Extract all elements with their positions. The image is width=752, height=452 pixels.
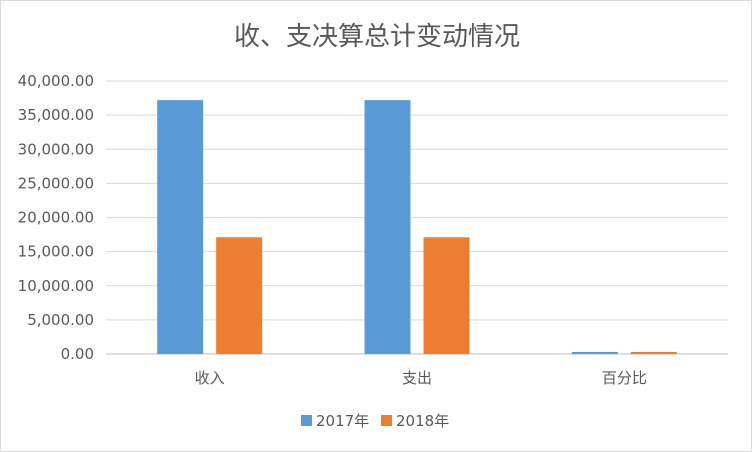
bar [157, 100, 204, 354]
bars [157, 100, 677, 354]
y-tick-label: 0.00 [61, 345, 94, 363]
bar [364, 100, 411, 354]
legend-swatch [301, 415, 312, 426]
gridlines [106, 80, 728, 355]
y-tick-label: 35,000.00 [18, 106, 94, 124]
bar [216, 237, 263, 354]
y-tick-label: 10,000.00 [18, 277, 94, 295]
chart-title: 收、支决算总计变动情况 [234, 22, 520, 52]
legend-label: 2017年 [316, 412, 369, 430]
legend-label: 2018年 [396, 412, 449, 430]
y-axis-ticks: 0.00 5,000.00 10,000.00 15,000.00 20,000.00 2… [18, 72, 94, 363]
category-label: 收入 [195, 369, 225, 387]
y-tick-label: 25,000.00 [18, 174, 94, 192]
x-axis-categories: 收入 支出 百分比 [195, 369, 647, 387]
legend-swatch [381, 415, 392, 426]
bar [423, 237, 470, 354]
y-tick-label: 5,000.00 [27, 311, 94, 329]
y-tick-label: 15,000.00 [18, 243, 94, 261]
category-label: 支出 [402, 369, 432, 387]
legend: 2017年 2018年 [301, 412, 449, 430]
y-tick-label: 40,000.00 [18, 72, 94, 90]
y-tick-label: 20,000.00 [18, 209, 94, 227]
bar [630, 351, 677, 354]
y-tick-label: 30,000.00 [18, 140, 94, 158]
bar [571, 351, 618, 354]
category-label: 百分比 [602, 369, 647, 387]
